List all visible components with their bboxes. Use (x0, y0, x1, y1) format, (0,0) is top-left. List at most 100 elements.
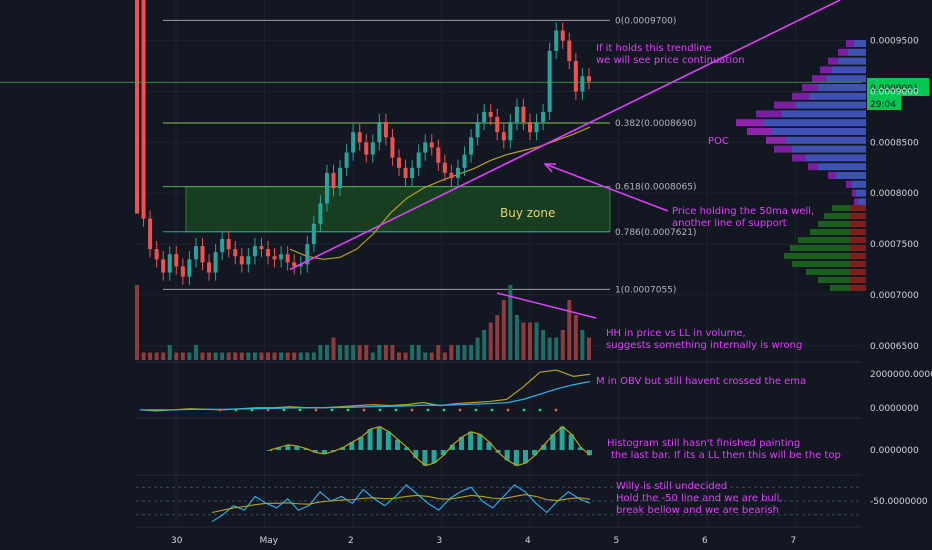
volume-bar (318, 345, 323, 360)
volume-divergence-line (496, 292, 597, 319)
candle-body (220, 238, 225, 253)
histogram-bar (376, 426, 382, 450)
note-line: the last bar. If its a LL then this will… (611, 450, 841, 461)
candle-body (161, 259, 166, 273)
vp-row-down (846, 180, 852, 188)
vp-row-down (828, 57, 838, 65)
volume-bar (200, 352, 205, 360)
histogram-bar (468, 431, 474, 450)
vp-row-up (858, 198, 866, 206)
volume-bar (266, 352, 270, 360)
candle-body (239, 256, 244, 265)
volume-bar (193, 345, 198, 360)
volume-bar (508, 285, 513, 360)
volume-bar (357, 345, 362, 360)
candle-body (174, 254, 179, 267)
vp-row-down (818, 277, 850, 283)
trendline[interactable] (289, 0, 841, 271)
histogram-bar (459, 437, 464, 450)
candle-body (135, 0, 139, 214)
volume-bar (305, 352, 310, 360)
candle-body (213, 252, 218, 273)
candle-body (436, 147, 441, 163)
candle-body (370, 142, 375, 155)
candle-body (298, 264, 303, 267)
histogram-bar (523, 450, 528, 463)
candle-body (495, 116, 500, 133)
candle-body (455, 167, 460, 178)
obv-signal-dot (410, 408, 414, 412)
volume-bar (377, 345, 382, 360)
volume-bar (233, 352, 238, 360)
vp-row-up (848, 48, 866, 56)
histogram-bar (321, 450, 327, 454)
obv-signal-dot (250, 408, 254, 412)
candle-body (501, 132, 506, 141)
obv-signal-dot (282, 408, 286, 412)
candle-body (383, 122, 388, 138)
volume-bar (272, 352, 277, 360)
candle-body (324, 172, 329, 204)
volume-bar (331, 337, 336, 360)
y-axis-tick: 0.0006500 (870, 342, 919, 352)
volume-bar (180, 352, 185, 360)
candle-body (390, 137, 395, 158)
histogram-bar (568, 434, 574, 450)
histogram-bar (504, 450, 510, 461)
buy-zone[interactable] (185, 186, 611, 233)
fib-level-label: 0.618(0.0008065) (615, 183, 696, 193)
candle-body (259, 246, 264, 250)
vp-row-down (828, 172, 836, 179)
vp-row-up (806, 154, 866, 162)
obv-signal-dot (378, 408, 382, 412)
histogram-bar (267, 450, 272, 451)
histogram-bar (294, 446, 300, 450)
y-axis-tick: 0.0007500 (870, 240, 919, 250)
histogram-bar (413, 450, 419, 458)
vp-row-down (792, 92, 810, 100)
obv-signal-dot (458, 408, 462, 412)
volume-bar (528, 322, 532, 360)
y-axis-tick: 0.0009000 (870, 88, 919, 98)
note-line: HH in price vs LL in volume, (606, 328, 746, 339)
candle-body (351, 132, 356, 153)
vp-row-down (806, 269, 850, 275)
willy-pane (136, 484, 862, 523)
volume-bar (541, 330, 546, 360)
obv-signal-dot (234, 408, 238, 412)
volume-bar (252, 352, 257, 360)
candle-body (469, 137, 474, 155)
ma-arrow (544, 163, 669, 212)
candles (135, 0, 591, 285)
vp-row-down (818, 221, 850, 227)
note-line: we will see price continuation (596, 55, 745, 66)
candle-body (311, 223, 316, 245)
vp-row-up (850, 269, 866, 275)
candle-body (410, 167, 415, 178)
volume-bar (285, 352, 290, 360)
volume-bar (469, 345, 474, 360)
volume-bar (586, 337, 591, 360)
volume-bar (397, 352, 401, 360)
obv-signal-dot (426, 408, 430, 412)
volume-bar (560, 330, 565, 360)
vp-row-down (812, 75, 826, 83)
candle-body (141, 0, 146, 219)
volume-bar (455, 345, 460, 360)
obv-axis-tick: 0.0000000 (870, 404, 919, 414)
candle-body (285, 254, 290, 263)
vp-row-up (850, 253, 866, 259)
vp-row-down (766, 136, 786, 144)
volume-bar (488, 322, 493, 360)
vp-row-down (810, 229, 850, 235)
vp-row-up (850, 245, 866, 251)
histogram-bar (513, 450, 519, 466)
histogram-bar (303, 448, 309, 450)
candle-body (429, 142, 434, 148)
x-axis-tick: 3 (437, 536, 443, 546)
candle-body (318, 203, 323, 224)
candle-body (200, 246, 205, 263)
volume-bar (475, 337, 480, 360)
obv-signal-dot (474, 408, 478, 412)
